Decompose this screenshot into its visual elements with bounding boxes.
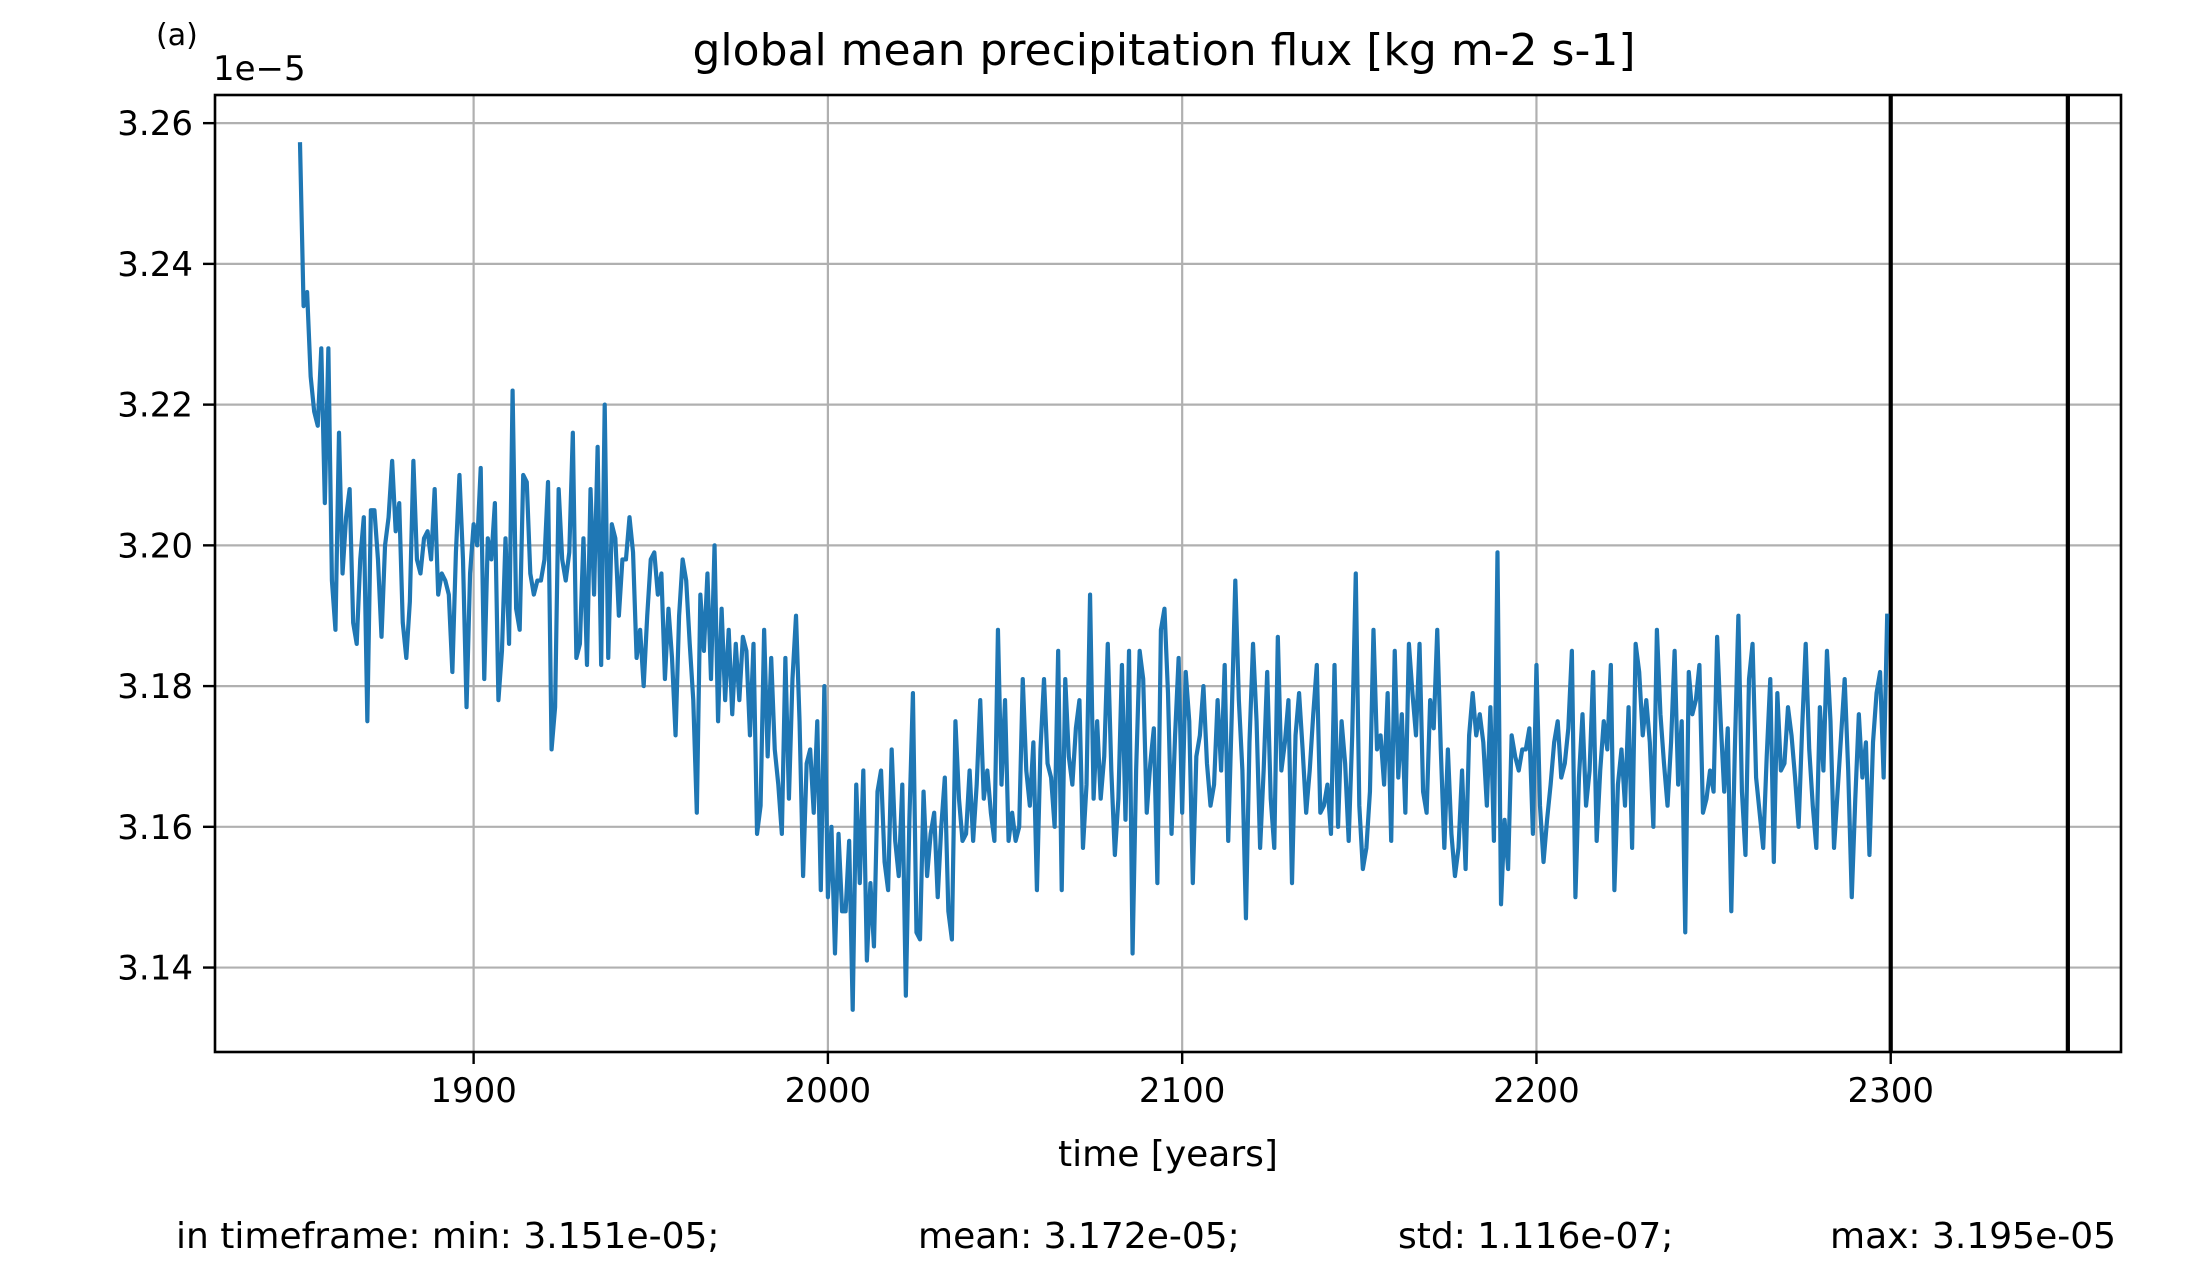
x-tick-label: 2300 bbox=[1847, 1071, 1934, 1111]
x-tick-label: 2100 bbox=[1139, 1071, 1226, 1111]
y-tick-label: 3.20 bbox=[117, 526, 193, 566]
y-tick-label: 3.22 bbox=[117, 386, 193, 426]
x-tick-label: 1900 bbox=[430, 1071, 517, 1111]
y-tick-label: 3.26 bbox=[117, 104, 193, 144]
y-tick-label: 3.18 bbox=[117, 667, 193, 707]
stats-min: in timeframe: min: 3.151e-05; bbox=[176, 1216, 720, 1257]
grid-lines bbox=[215, 95, 2121, 1052]
y-offset-label: 1e−5 bbox=[213, 49, 306, 89]
chart-title: global mean precipitation flux [kg m-2 s… bbox=[693, 25, 1636, 76]
y-tick-label: 3.16 bbox=[117, 808, 193, 848]
panel-label: (a) bbox=[156, 18, 198, 53]
x-axis-label: time [years] bbox=[1058, 1134, 1278, 1175]
x-tick-label: 2200 bbox=[1493, 1071, 1580, 1111]
y-axis-ticks: 3.14 3.16 3.18 3.20 3.22 3.24 3.26 bbox=[117, 104, 215, 989]
stats-max: max: 3.195e-05 bbox=[1830, 1216, 2116, 1257]
series-line bbox=[297, 142, 1890, 1012]
vertical-markers bbox=[1888, 95, 2070, 1052]
y-tick-label: 3.24 bbox=[117, 245, 193, 285]
x-axis-ticks: 1900 2000 2100 2200 2300 bbox=[430, 1052, 1934, 1111]
stats-std: std: 1.116e-07; bbox=[1398, 1216, 1673, 1257]
axes-frame bbox=[213, 93, 2123, 1054]
y-tick-label: 3.14 bbox=[117, 949, 193, 989]
stats-mean: mean: 3.172e-05; bbox=[918, 1216, 1240, 1257]
x-tick-label: 2000 bbox=[785, 1071, 872, 1111]
